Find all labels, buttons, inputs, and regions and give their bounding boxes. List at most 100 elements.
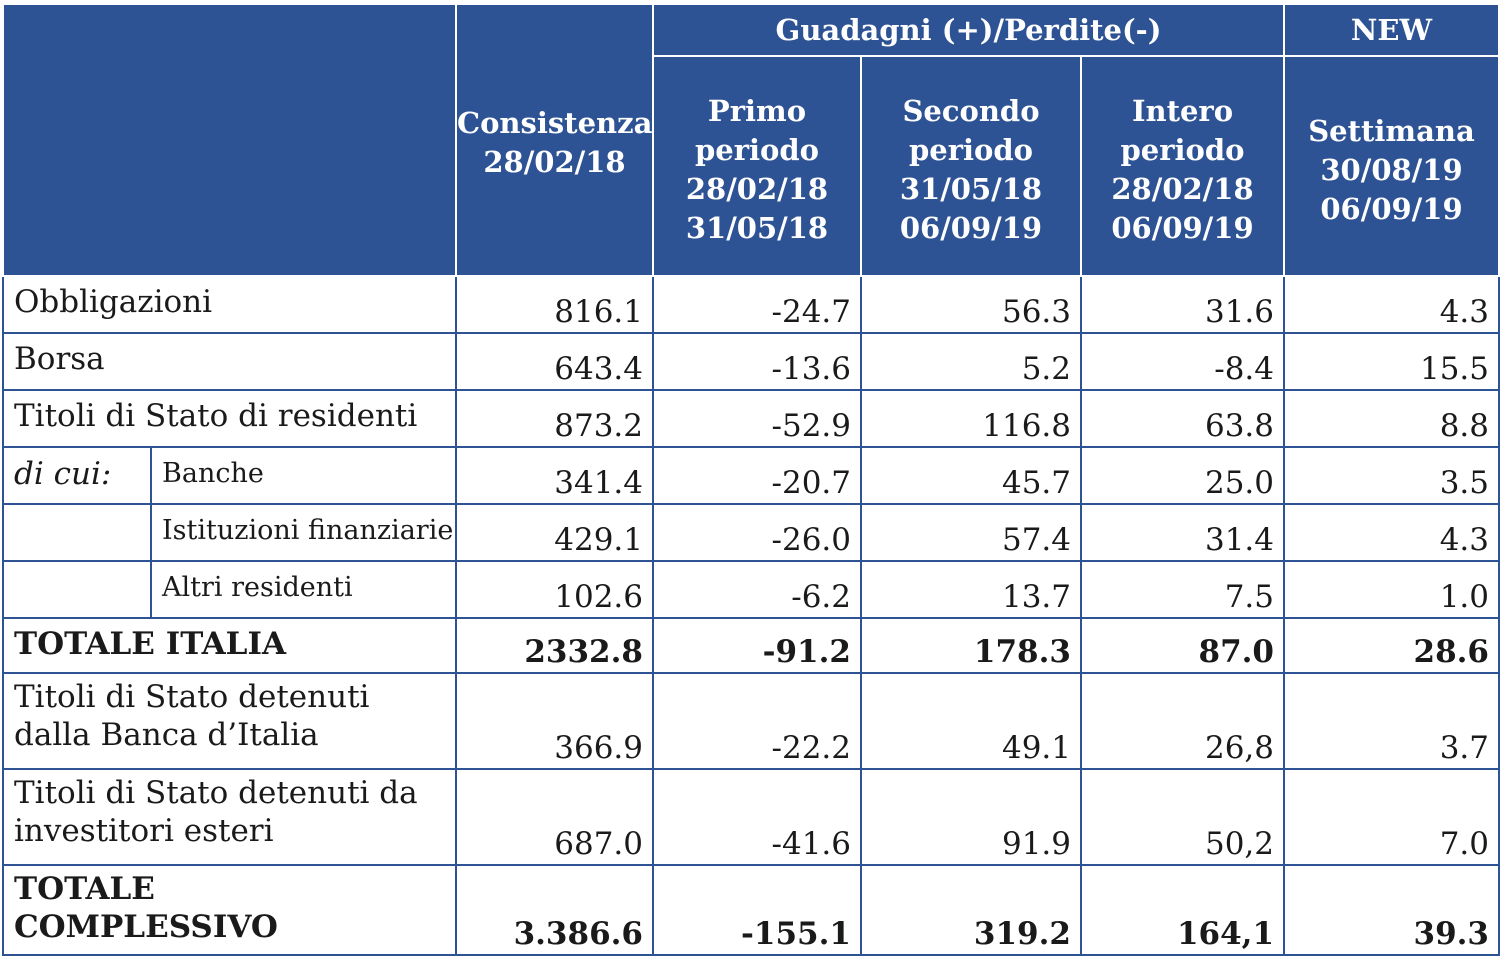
cell-value: 3.386.6 xyxy=(455,864,654,956)
cell-value: 102.6 xyxy=(455,560,654,619)
row-label: Titoli di Stato detenuti da investitori … xyxy=(2,768,457,866)
cell-value: 643.4 xyxy=(455,332,654,391)
cell-value: 7.5 xyxy=(1079,560,1286,619)
row-label: Borsa xyxy=(2,332,457,391)
header-line: 28/02/18 xyxy=(1111,172,1254,206)
cell-value: 116.8 xyxy=(860,389,1082,448)
row-label-line: TOTALE xyxy=(14,871,155,907)
row-label-line: Titoli di Stato detenuti da xyxy=(14,775,418,811)
header-secondo-periodo: Secondo periodo 31/05/18 06/09/19 xyxy=(860,55,1082,277)
cell-value: 4.3 xyxy=(1283,275,1500,334)
row-label: Obbligazioni xyxy=(2,275,457,334)
cell-value: 429.1 xyxy=(455,503,654,562)
cell-value: 56.3 xyxy=(860,275,1082,334)
header-line: periodo xyxy=(695,133,819,167)
cell-value: -155.1 xyxy=(652,864,862,956)
row-prefix xyxy=(2,560,152,619)
header-line: Secondo xyxy=(902,94,1040,128)
cell-value: 31.4 xyxy=(1079,503,1286,562)
header-line: 31/05/18 xyxy=(899,172,1043,206)
cell-value: 13.7 xyxy=(860,560,1082,619)
cell-value: 178.3 xyxy=(860,617,1082,674)
cell-value: 1.0 xyxy=(1283,560,1500,619)
table-row-grand-total: TOTALE COMPLESSIVO 3.386.6 -155.1 319.2 … xyxy=(2,864,1500,956)
row-prefix-di-cui: di cui: xyxy=(2,446,152,505)
row-sublabel: Istituzioni finanziarie xyxy=(150,503,457,562)
table-row: Titoli di Stato di residenti 873.2 -52.9… xyxy=(2,389,1500,448)
cell-value: 25.0 xyxy=(1079,446,1286,505)
header-group-gains: Guadagni (+)/Perdite(-) xyxy=(651,3,1286,57)
cell-value: -91.2 xyxy=(652,617,862,674)
row-label: TOTALE ITALIA xyxy=(2,617,457,674)
cell-value: -13.6 xyxy=(652,332,862,391)
header-blank-cell xyxy=(2,3,457,277)
table-row: Altri residenti 102.6 -6.2 13.7 7.5 1.0 xyxy=(2,560,1500,619)
cell-value: -22.2 xyxy=(652,672,862,770)
table-row: Titoli di Stato detenuti dalla Banca d’I… xyxy=(2,672,1500,770)
table-row-total: TOTALE ITALIA 2332.8 -91.2 178.3 87.0 28… xyxy=(2,617,1500,674)
cell-value: 3.7 xyxy=(1283,672,1500,770)
table-row: Istituzioni finanziarie 429.1 -26.0 57.4… xyxy=(2,503,1500,562)
cell-value: 15.5 xyxy=(1283,332,1500,391)
cell-value: 28.6 xyxy=(1283,617,1500,674)
header-line: 06/09/19 xyxy=(1320,191,1463,226)
cell-value: 45.7 xyxy=(860,446,1082,505)
header-line: periodo xyxy=(1120,133,1245,167)
header-settimana: Settimana 30/08/19 06/09/19 xyxy=(1283,55,1500,277)
cell-value: -6.2 xyxy=(652,560,862,619)
cell-value: 63.8 xyxy=(1079,389,1286,448)
row-label-line: investitori esteri xyxy=(14,813,274,849)
table-row: di cui: Banche 341.4 -20.7 45.7 25.0 3.5 xyxy=(2,446,1500,505)
cell-value: 366.9 xyxy=(455,672,654,770)
header-line: periodo xyxy=(909,133,1033,167)
gains-losses-table: Consistenza 28/02/18 Guadagni (+)/Perdit… xyxy=(2,3,1500,956)
row-label: TOTALE COMPLESSIVO xyxy=(2,864,457,956)
cell-value: -20.7 xyxy=(652,446,862,505)
cell-value: 341.4 xyxy=(455,446,654,505)
row-label-line: dalla Banca d’Italia xyxy=(14,717,319,753)
cell-value: 687.0 xyxy=(455,768,654,866)
cell-value: 49.1 xyxy=(860,672,1082,770)
header-line: Intero xyxy=(1131,94,1234,128)
row-label-line: COMPLESSIVO xyxy=(14,909,278,945)
row-prefix xyxy=(2,503,152,562)
cell-value: 2332.8 xyxy=(455,617,654,674)
cell-value: 5.2 xyxy=(860,332,1082,391)
cell-value: 91.9 xyxy=(860,768,1082,866)
header-consistenza-line2: 28/02/18 xyxy=(483,145,626,179)
cell-value: -52.9 xyxy=(652,389,862,448)
header-intero-periodo: Intero periodo 28/02/18 06/09/19 xyxy=(1079,55,1286,277)
header-line: 30/08/19 xyxy=(1320,152,1463,187)
cell-value: 50,2 xyxy=(1079,768,1286,866)
table-row: Titoli di Stato detenuti da investitori … xyxy=(2,768,1500,866)
table-row: Obbligazioni 816.1 -24.7 56.3 31.6 4.3 xyxy=(2,275,1500,334)
cell-value: 31.6 xyxy=(1079,275,1286,334)
header-line: 31/05/18 xyxy=(685,211,829,245)
cell-value: 87.0 xyxy=(1079,617,1286,674)
cell-value: 164,1 xyxy=(1079,864,1286,956)
cell-value: -26.0 xyxy=(652,503,862,562)
row-label: Titoli di Stato di residenti xyxy=(2,389,457,448)
row-sublabel: Altri residenti xyxy=(150,560,457,619)
header-line: 06/09/19 xyxy=(899,211,1043,245)
cell-value: 26,8 xyxy=(1079,672,1286,770)
header-line: Settimana xyxy=(1308,113,1475,148)
header-line: Primo xyxy=(707,94,807,128)
row-label-line: Titoli di Stato detenuti xyxy=(14,679,370,715)
cell-value: 8.8 xyxy=(1283,389,1500,448)
header-consistenza-line1: Consistenza xyxy=(457,106,653,140)
cell-value: -8.4 xyxy=(1079,332,1286,391)
table-row: Borsa 643.4 -13.6 5.2 -8.4 15.5 xyxy=(2,332,1500,391)
cell-value: 4.3 xyxy=(1283,503,1500,562)
header-consistenza: Consistenza 28/02/18 xyxy=(455,3,654,277)
header-line: 28/02/18 xyxy=(685,172,829,206)
header-line: 06/09/19 xyxy=(1111,211,1254,245)
row-sublabel: Banche xyxy=(150,446,457,505)
cell-value: -24.7 xyxy=(652,275,862,334)
cell-value: 57.4 xyxy=(860,503,1082,562)
cell-value: 3.5 xyxy=(1283,446,1500,505)
cell-value: 319.2 xyxy=(860,864,1082,956)
cell-value: 873.2 xyxy=(455,389,654,448)
header-primo-periodo: Primo periodo 28/02/18 31/05/18 xyxy=(652,55,862,277)
cell-value: -41.6 xyxy=(652,768,862,866)
